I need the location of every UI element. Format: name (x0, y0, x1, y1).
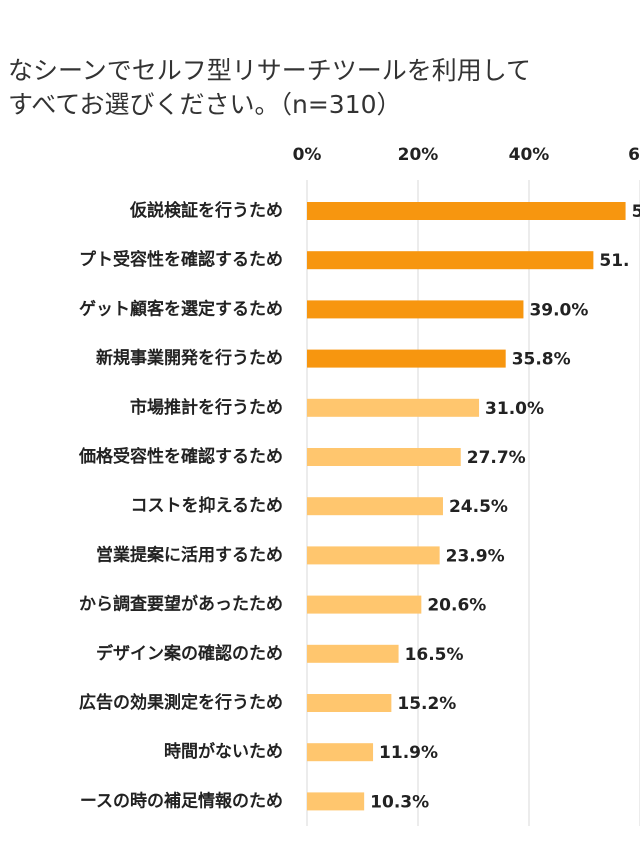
category-label: 時間がないため (164, 741, 283, 762)
value-label: 15.2% (397, 694, 456, 714)
value-label: 5 (632, 202, 640, 222)
category-label: 市場推計を行うため (130, 397, 283, 418)
x-tick-label: 0% (293, 145, 322, 165)
value-label: 23.9% (446, 546, 505, 566)
category-label: 広告の効果測定を行うため (79, 692, 283, 713)
x-tick-label: 60 (628, 145, 640, 165)
bar (307, 595, 422, 614)
category-label: プト受容性を確認するため (79, 249, 283, 270)
category-label: デザイン案の確認のため (96, 643, 283, 664)
category-label: ゲット顧客を選定するため (79, 298, 283, 319)
category-label: 営業提案に活用するため (96, 544, 283, 565)
bar (307, 497, 443, 516)
bar (307, 546, 440, 565)
category-label: から調査要望があったため (79, 594, 283, 615)
bar (307, 251, 594, 270)
bar (307, 644, 399, 663)
value-label: 31.0% (485, 399, 544, 419)
bar (307, 202, 626, 220)
bar (307, 349, 506, 368)
value-label: 35.8% (512, 350, 571, 370)
value-label: 20.6% (427, 596, 486, 616)
category-label: 仮説検証を行うため (129, 200, 283, 221)
bar (307, 743, 374, 762)
value-label: 16.5% (405, 645, 464, 665)
bar (307, 448, 461, 466)
chart-title: すべてお選びください。（n=310） (8, 90, 402, 119)
bar (307, 792, 365, 811)
x-tick-label: 20% (398, 145, 439, 165)
x-tick-label: 40% (509, 145, 550, 165)
category-label: 価格受容性を確認するため (78, 446, 283, 467)
bar (307, 300, 524, 319)
category-label: ースの時の補足情報のため (80, 790, 283, 811)
category-label: コストを抑えるため (131, 495, 284, 516)
bar (307, 694, 392, 712)
value-label: 10.3% (370, 792, 429, 812)
value-label: 27.7% (467, 448, 526, 468)
value-label: 11.9% (379, 743, 438, 763)
value-label: 39.0% (529, 300, 588, 320)
value-label: 24.5% (449, 497, 508, 517)
chart-title: なシーンでセルフ型リサーチツールを利用して (8, 56, 531, 85)
value-label: 51. (599, 251, 629, 271)
category-label: 新規事業開発を行うため (96, 348, 283, 369)
bar (307, 398, 480, 417)
